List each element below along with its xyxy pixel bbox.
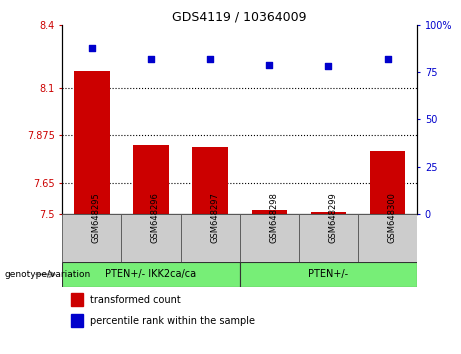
Bar: [71, 314, 83, 327]
Text: percentile rank within the sample: percentile rank within the sample: [90, 316, 255, 326]
Point: [88, 45, 95, 50]
Point: [266, 62, 273, 67]
Text: GSM648295: GSM648295: [92, 193, 101, 243]
Text: PTEN+/- IKK2ca/ca: PTEN+/- IKK2ca/ca: [106, 269, 196, 279]
Text: GSM648296: GSM648296: [151, 193, 160, 244]
Bar: [62, 214, 121, 262]
Text: PTEN+/-: PTEN+/-: [308, 269, 349, 279]
Bar: [311, 212, 346, 214]
Bar: [74, 71, 110, 214]
Bar: [71, 293, 83, 306]
Bar: [240, 262, 417, 287]
Bar: [121, 214, 181, 262]
Text: genotype/variation: genotype/variation: [5, 270, 91, 279]
Bar: [370, 151, 405, 214]
Bar: [358, 214, 417, 262]
Point: [207, 56, 214, 62]
Text: transformed count: transformed count: [90, 295, 181, 305]
Text: GSM648298: GSM648298: [269, 193, 278, 244]
Text: GSM648300: GSM648300: [388, 193, 396, 244]
Point: [148, 56, 155, 62]
Bar: [133, 145, 169, 214]
Text: GSM648299: GSM648299: [328, 193, 337, 243]
Text: GSM648297: GSM648297: [210, 193, 219, 244]
Bar: [192, 147, 228, 214]
Title: GDS4119 / 10364009: GDS4119 / 10364009: [172, 11, 307, 24]
Point: [325, 64, 332, 69]
Bar: [62, 262, 240, 287]
Point: [384, 56, 391, 62]
Bar: [252, 210, 287, 214]
Bar: [181, 214, 240, 262]
Bar: [299, 214, 358, 262]
Bar: [240, 214, 299, 262]
